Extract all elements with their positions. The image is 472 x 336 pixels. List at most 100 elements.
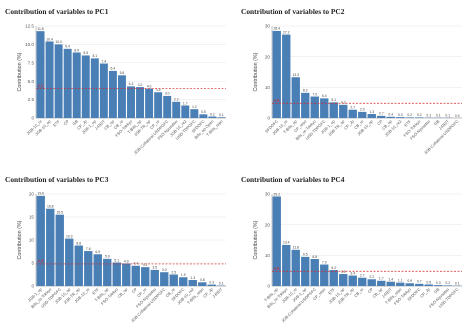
chart-panel-pc2: Contribution of variables to PC2 0 10 20 30 C… <box>236 0 472 168</box>
x-tick-label: CP <box>130 286 138 294</box>
bar <box>443 285 452 286</box>
y-tick-label: 0 <box>31 284 34 289</box>
data-label: 1.7 <box>183 101 188 105</box>
data-label: 11.8 <box>293 246 299 250</box>
chart-panel-pc1: Contribution of variables to PC1 0 2.5 5.0 7… <box>0 0 236 168</box>
data-label: 8.8 <box>312 255 317 259</box>
data-label: 28.4 <box>273 27 280 31</box>
data-label: 0.0 <box>455 114 460 118</box>
y-tick-label: 30 <box>265 24 271 29</box>
bar <box>396 117 405 118</box>
data-label: 1.4 <box>388 278 393 282</box>
bar <box>282 34 291 118</box>
chart-svg-pc4: Contribution of variables to PC4 0 10 20 30 C… <box>241 175 462 323</box>
data-label: 0.1 <box>219 281 224 285</box>
chart-svg-pc3: Contribution of variables to PC3 0 5 10 15 20… <box>5 175 226 323</box>
data-label: 3.0 <box>162 268 167 272</box>
bar <box>99 63 108 118</box>
chart-panel-pc4: Contribution of variables to PC4 0 10 20 30 C… <box>236 168 472 336</box>
data-label: 1.9 <box>181 273 186 277</box>
x-tick-label: CB_op <box>116 286 129 299</box>
y-tick-label: 0 <box>267 284 270 289</box>
chart-title: Contribution of variables to PC3 <box>5 175 109 184</box>
data-label: 4.4 <box>133 262 138 266</box>
bar <box>163 95 172 118</box>
data-label: 3.5 <box>156 88 161 92</box>
data-label: 13.3 <box>292 73 299 77</box>
bar <box>367 279 376 286</box>
data-label: 2.5 <box>171 270 176 274</box>
data-label: 8.5 <box>83 51 88 55</box>
chart-title: Contribution of variables to PC1 <box>5 7 109 16</box>
data-label: 9.5 <box>303 253 308 257</box>
bar <box>282 244 291 286</box>
x-tick-label: CP_Jp <box>343 118 356 131</box>
x-tick-label: ETF <box>52 118 61 127</box>
bar <box>63 48 72 118</box>
bar <box>179 277 188 286</box>
bar <box>377 115 386 118</box>
data-label: 8.8 <box>76 241 81 245</box>
chart-title: Contribution of variables to PC4 <box>241 175 345 184</box>
bar <box>405 117 414 118</box>
reference-label: 4.8 <box>38 259 45 264</box>
data-label: 2.7 <box>360 274 365 278</box>
data-label: 5.2 <box>331 266 336 270</box>
data-label: 7.6 <box>86 247 91 251</box>
data-label: 0.1 <box>455 281 460 285</box>
data-label: 0.3 <box>436 281 441 285</box>
bar <box>172 101 181 118</box>
bar <box>127 86 135 118</box>
bar <box>74 245 83 286</box>
data-label: 4.0 <box>147 84 152 88</box>
bar <box>122 263 131 286</box>
bar <box>301 92 310 118</box>
data-label: 0.2 <box>210 112 215 116</box>
x-tick-label: J-REIT <box>211 286 224 299</box>
data-label: 2.7 <box>350 106 355 110</box>
data-label: 16.8 <box>47 205 54 209</box>
bar <box>424 284 433 286</box>
chart-title: Contribution of variables to PC2 <box>241 7 345 16</box>
data-label: 0.7 <box>379 112 384 116</box>
bar <box>207 284 216 286</box>
y-tick-label: 2.5 <box>28 97 35 102</box>
data-label: 6.4 <box>111 67 116 71</box>
bar <box>310 259 319 286</box>
data-label: 4.2 <box>138 83 143 87</box>
bar <box>386 116 395 118</box>
bar <box>339 274 348 286</box>
x-tick-label: GB <box>433 118 441 126</box>
bar <box>154 92 163 118</box>
data-label: 1.7 <box>379 277 384 281</box>
data-label: 13.4 <box>283 241 290 245</box>
bar <box>320 98 329 118</box>
bar <box>72 52 81 118</box>
chart-svg-pc2: Contribution of variables to PC2 0 10 20 30 C… <box>241 7 462 155</box>
bar <box>405 283 414 286</box>
y-tick-label: 15 <box>29 215 35 220</box>
bar <box>272 196 281 286</box>
bar <box>329 102 338 118</box>
y-tick-label: 5.0 <box>28 79 35 84</box>
bar <box>329 270 338 286</box>
y-tick-label: 30 <box>265 192 271 197</box>
reference-label: 4.8 <box>274 266 281 271</box>
bar <box>145 88 154 118</box>
bar <box>181 105 190 118</box>
bar <box>310 96 319 118</box>
data-label: 4.3 <box>341 101 346 105</box>
bar <box>358 277 367 286</box>
y-tick-label: 12.5 <box>25 24 34 29</box>
y-tick-label: 10 <box>265 253 271 258</box>
bar <box>36 31 45 118</box>
data-label: 1.1 <box>398 278 403 282</box>
bar <box>65 238 74 286</box>
bar <box>339 104 348 118</box>
bar <box>108 70 117 118</box>
bar <box>112 262 121 286</box>
y-tick-label: 20 <box>265 54 271 59</box>
data-label: 5.1 <box>331 98 336 102</box>
x-tick-label: CP <box>366 286 374 294</box>
y-tick-label: 10 <box>265 85 271 90</box>
